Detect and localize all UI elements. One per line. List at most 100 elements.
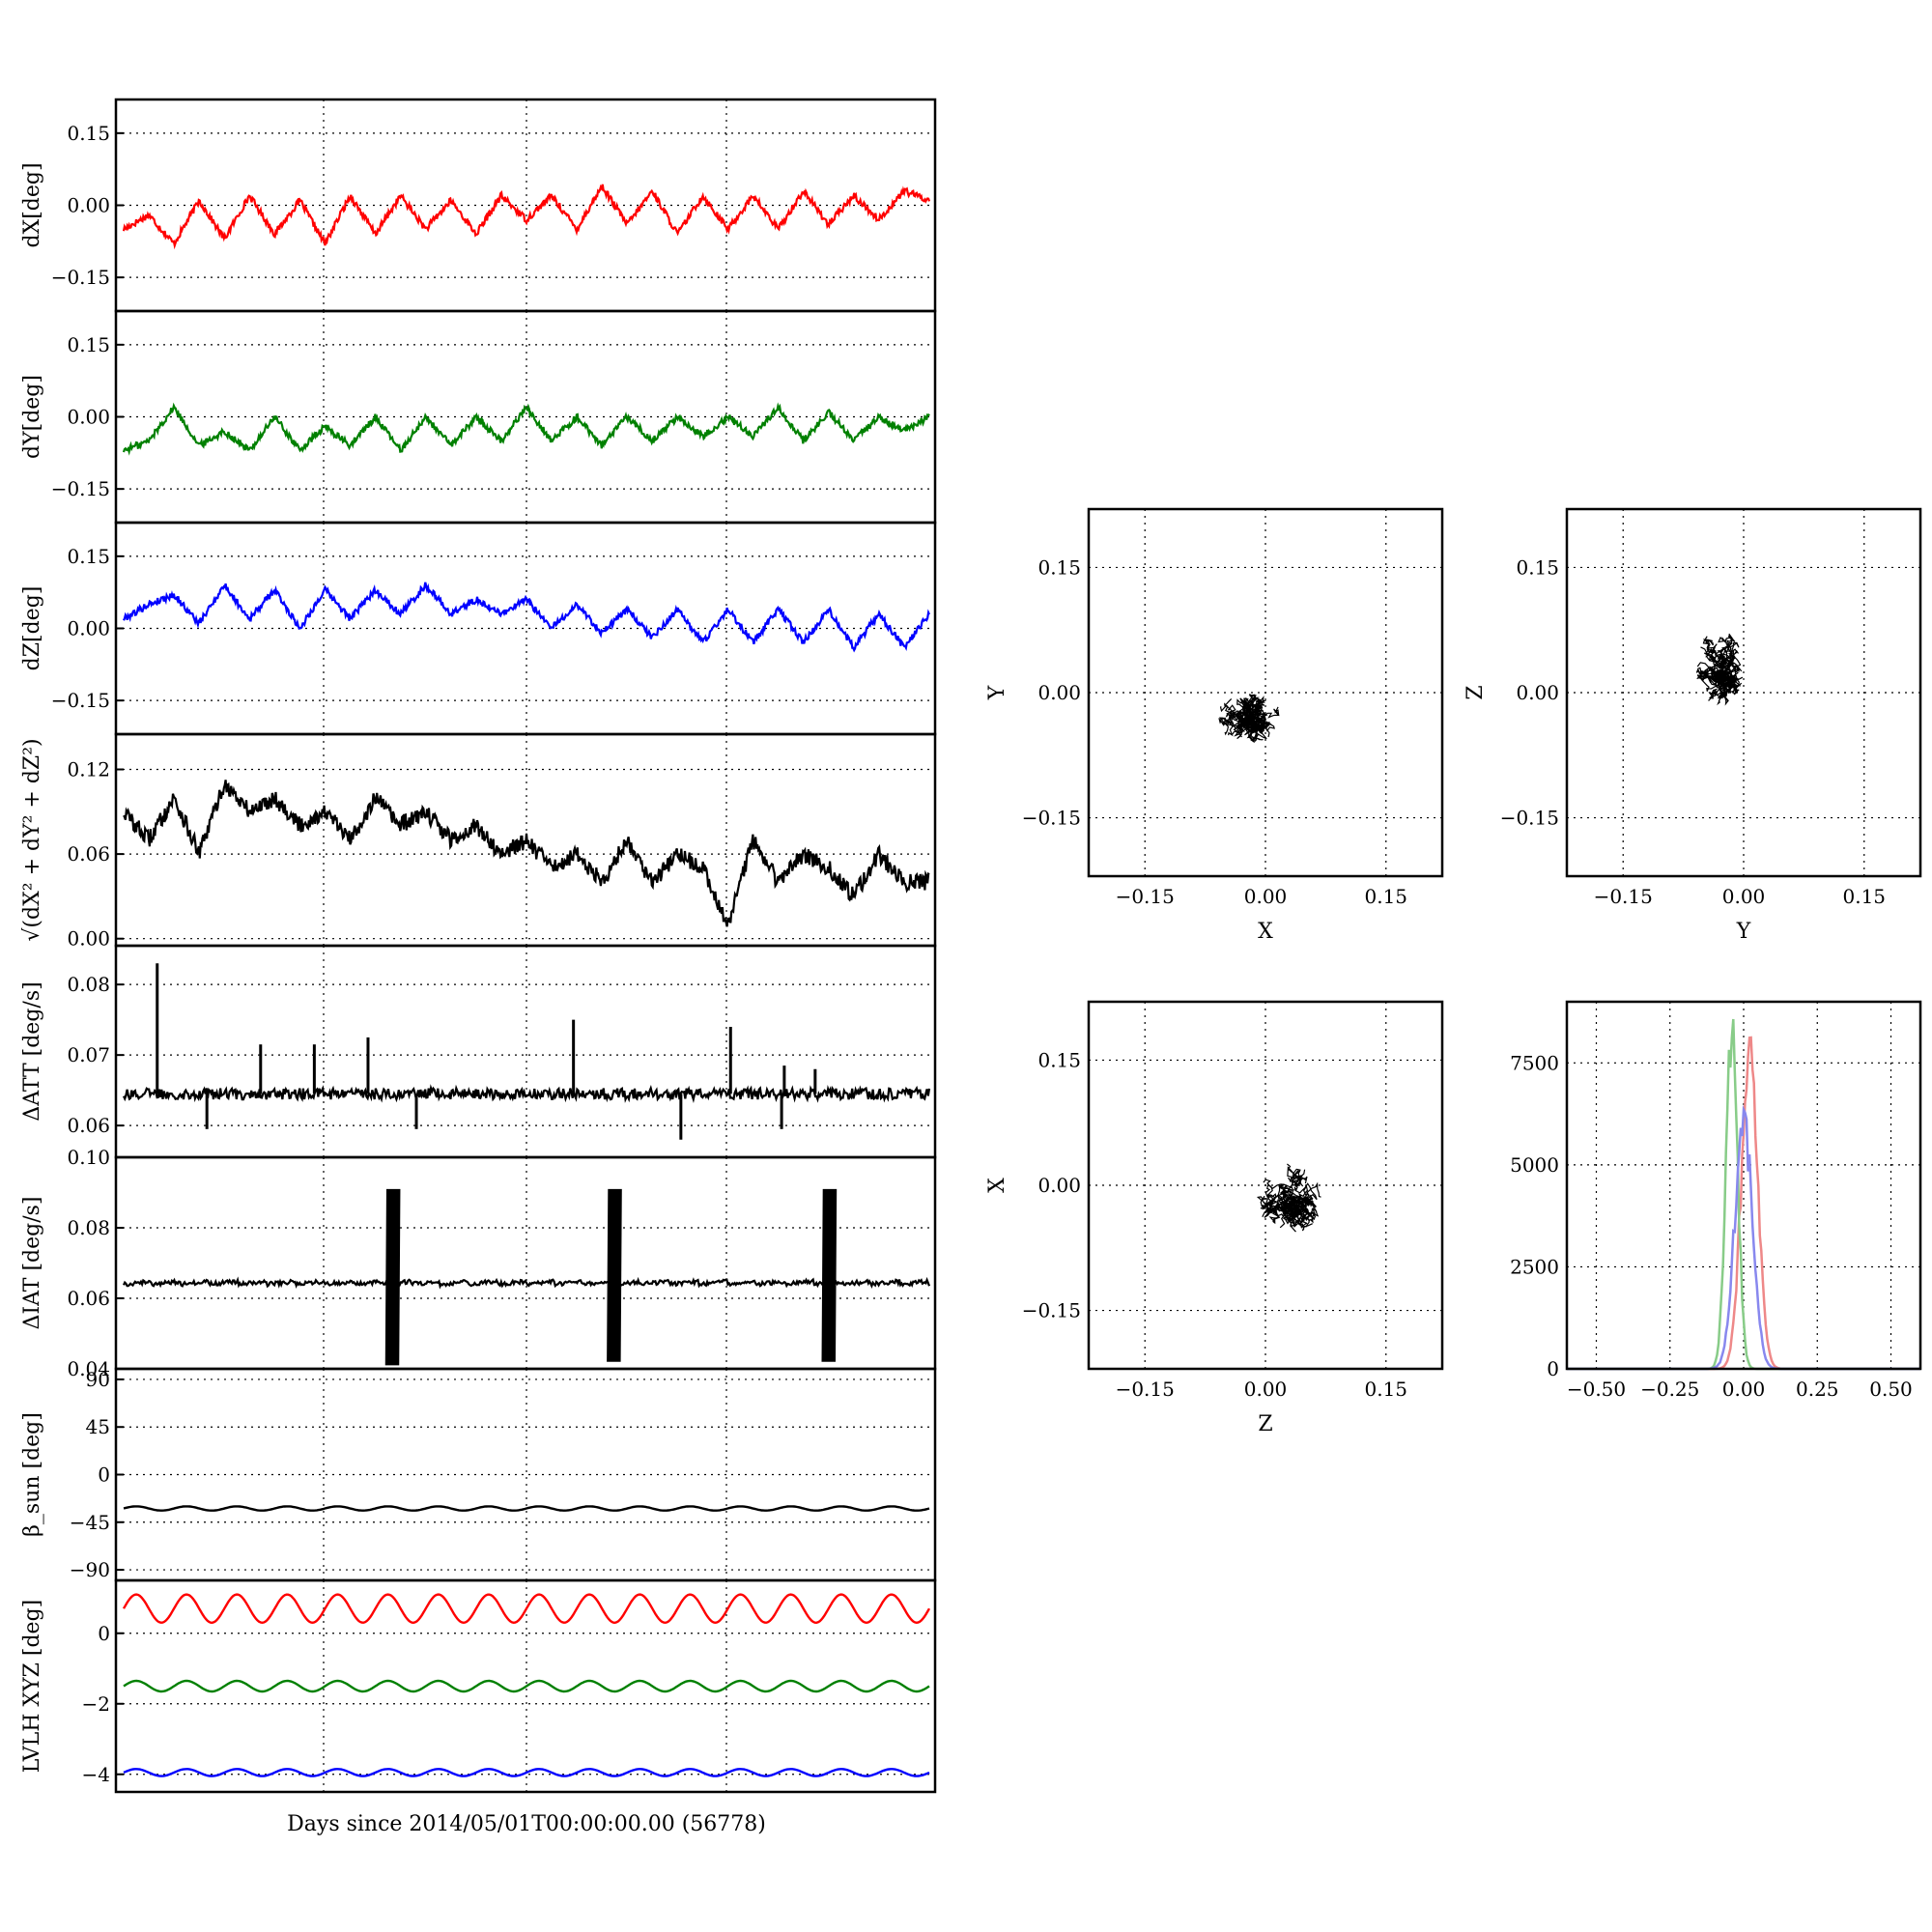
panel-lvlh: −4 −2 0 LVLH XYZ [deg] [20,1578,937,1794]
ytick-label: 2500 [1510,1255,1559,1278]
ytick-label: −0.15 [1022,807,1081,830]
xtick-label: −0.15 [1116,885,1175,908]
ylabel-lvlh: LVLH XYZ [deg] [20,1600,44,1774]
frame-histogram [1565,1000,1922,1371]
ytick-label: −0.15 [1500,807,1559,830]
ytick-label: 0.00 [1516,681,1559,704]
burst-1 [607,1188,622,1362]
ylabel-scatter-zx: X [985,1178,1009,1193]
frame-scatter-xy [1087,507,1444,878]
ytick-label: 0.00 [67,617,110,640]
ytick-label: −90 [70,1558,110,1581]
xtick-label: 0.00 [1244,1378,1288,1401]
panel-scatter-xy: −0.15 0.00 0.15 −0.15 0.00 0.15 X Y [985,507,1444,944]
ytick-label: 0.00 [67,927,110,951]
ytick-label: 0.15 [1037,555,1081,579]
ylabel-dz: dZ[deg] [20,586,44,671]
xtick-label: 0.00 [1722,885,1766,908]
ytick-label: 0.15 [67,122,110,145]
ytick-label: 0 [1547,1357,1559,1380]
xtick-label: 0.25 [1796,1378,1839,1401]
ylabel-scatter-yz: Z [1463,685,1488,699]
scatter-trace-scatter-xy [1218,694,1280,743]
panel-diat: 0.04 0.06 0.08 0.10 ΔIAT [deg/s] [20,1146,937,1380]
xtick-label: −0.50 [1567,1378,1626,1401]
xlabel-scatter-zx: Z [1258,1412,1272,1436]
ytick-label: 0.08 [67,973,110,996]
scatter-trace-scatter-yz [1695,633,1744,706]
ytick-label: −45 [70,1511,110,1534]
series-line-dx [122,184,931,250]
xtick-label: 0.50 [1869,1378,1913,1401]
ylabel-diat: ΔIAT [deg/s] [20,1197,44,1330]
burst-2 [821,1188,838,1362]
frame-lvlh [114,1578,937,1794]
burst-0 [384,1188,401,1366]
panels-layer: −0.15 0.00 0.15 dX[deg] −0.15 0.00 0.15 dY[deg]… [20,98,1922,1794]
series-line-lvlh-0 [122,1593,931,1625]
xtick-label: −0.25 [1640,1378,1699,1401]
scatter-trace-scatter-zx [1256,1163,1321,1233]
panel-histogram: −0.50 −0.25 0.00 0.25 0.50 0 2500 5000 7500 [1510,1000,1922,1401]
panel-dx: −0.15 0.00 0.15 dX[deg] [20,98,937,313]
ytick-label: 0.15 [67,545,110,568]
ytick-label: 0.15 [1037,1048,1081,1071]
frame-scatter-zx [1087,1000,1444,1371]
ytick-label: 0.06 [67,842,110,866]
ylabel-scatter-xy: Y [985,685,1009,700]
series-line-diat [122,1276,931,1290]
ytick-label: −0.15 [51,689,110,712]
panel-datt: 0.06 0.07 0.08 ΔATT [deg/s] [20,944,937,1159]
ytick-label: 0.07 [67,1043,110,1066]
panel-dy: −0.15 0.00 0.15 dY[deg] [20,309,937,525]
ytick-label: 0.15 [1516,555,1559,579]
series-line-beta-0 [123,1505,930,1512]
ytick-label: −0.15 [51,477,110,500]
series-line-dy [122,402,930,456]
ytick-label: 0.00 [67,406,110,429]
xlabel-scatter-yz: Y [1736,920,1751,944]
ytick-label: −0.15 [1022,1299,1081,1322]
ytick-label: 0.00 [1037,681,1081,704]
ytick-label: 0.15 [67,333,110,356]
panel-beta: −90 −45 0 45 90 β_sun [deg] [20,1367,937,1582]
ytick-label: 0 [98,1622,110,1645]
xtick-label: −0.15 [1594,885,1653,908]
xtick-label: 0.15 [1843,885,1887,908]
series-line-dz [123,582,931,653]
series-line-lvlh-2 [123,1768,930,1777]
xtick-label: −0.15 [1116,1378,1175,1401]
ytick-label: −2 [82,1692,110,1716]
ytick-label: 5000 [1510,1153,1559,1177]
panel-dz: −0.15 0.00 0.15 dZ[deg] [20,521,937,736]
ytick-label: −0.15 [51,266,110,289]
ytick-label: −4 [82,1763,110,1786]
series-line-lvlh-1 [123,1679,930,1693]
panel-dr: 0.00 0.06 0.12 √(dX² + dY² + dZ²) [20,732,937,951]
ytick-label: 45 [86,1415,110,1438]
ylabel-dx: dX[deg] [20,162,44,247]
ytick-label: 0.06 [67,1114,110,1137]
ylabel-dr: √(dX² + dY² + dZ²) [20,738,44,941]
series-line-dr [123,780,930,927]
ytick-label: 0.12 [67,758,110,781]
ytick-label: 0.04 [67,1357,110,1380]
ylabel-dy: dY[deg] [20,375,44,459]
ytick-label: 0.10 [67,1146,110,1169]
ylabel-datt: ΔATT [deg/s] [20,981,44,1121]
ytick-label: 0.06 [67,1287,110,1310]
histogram-line-1 [1567,1018,1920,1371]
ytick-label: 0.00 [67,194,110,217]
xtick-label: 0.15 [1365,885,1408,908]
xlabel-scatter-xy: X [1258,920,1273,944]
frame-diat [114,1155,937,1371]
xtick-label: 0.15 [1365,1378,1408,1401]
ylabel-beta: β_sun [deg] [20,1412,44,1537]
ytick-label: 0.00 [1037,1174,1081,1197]
panel-scatter-zx: −0.15 0.00 0.15 −0.15 0.00 0.15 Z X [985,1000,1444,1436]
ytick-label: 0.08 [67,1216,110,1239]
frame-scatter-yz [1565,507,1922,878]
ytick-label: 0 [98,1463,110,1487]
ytick-label: 7500 [1510,1051,1559,1074]
